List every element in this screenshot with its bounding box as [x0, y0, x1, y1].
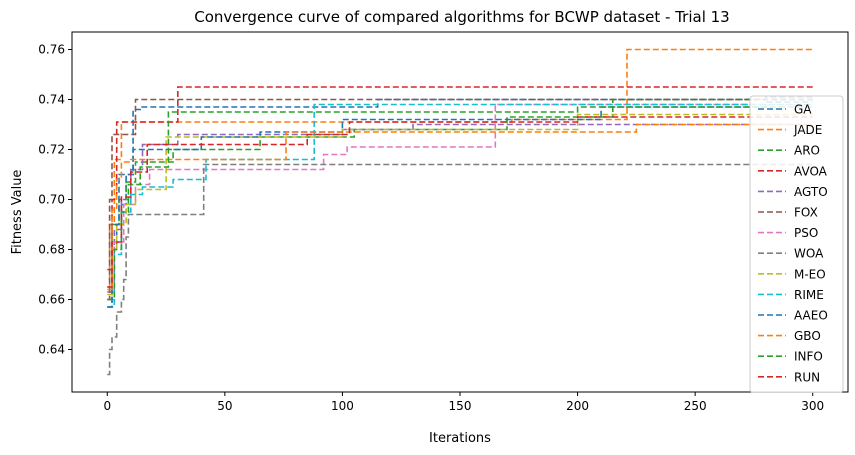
x-tick-label: 50: [217, 399, 232, 413]
legend-label: RIME: [794, 288, 824, 302]
legend-label: FOX: [794, 206, 818, 220]
series-line-run: [107, 116, 813, 288]
chart-title: Convergence curve of compared algorithms…: [194, 8, 729, 26]
series-line-woa: [107, 163, 813, 376]
y-tick-label: 0.68: [38, 243, 65, 257]
x-axis-label: Iterations: [429, 431, 491, 446]
y-tick-label: 0.70: [38, 193, 65, 207]
legend-label: ARO: [794, 144, 820, 158]
series-line-agto: [107, 123, 813, 293]
legend-label: WOA: [794, 247, 824, 261]
legend-label: GBO: [794, 329, 821, 343]
x-tick-label: 300: [801, 399, 824, 413]
legend-label: AVOA: [794, 164, 828, 178]
y-tick-label: 0.74: [38, 93, 65, 107]
y-tick-label: 0.72: [38, 143, 65, 157]
plot-frame: [71, 31, 849, 393]
y-tick-label: 0.76: [38, 43, 65, 57]
legend-label: INFO: [794, 350, 823, 364]
x-axis: 0 50 100 150 200 250 300: [103, 392, 824, 413]
x-tick-label: 200: [566, 399, 589, 413]
series-line-gbo: [107, 123, 813, 291]
y-axis-label: Fitness Value: [10, 170, 25, 255]
legend-label: GA: [794, 103, 812, 117]
series-line-ga: [107, 96, 813, 308]
legend-label: RUN: [794, 370, 820, 384]
legend-label: PSO: [794, 226, 818, 240]
series-line-aaeo: [107, 101, 813, 308]
legend-label: JADE: [793, 123, 822, 137]
y-tick-label: 0.64: [38, 343, 65, 357]
x-tick-label: 100: [331, 399, 354, 413]
series-line-m-eo: [107, 113, 813, 296]
legend: GA JADE ARO AVOA AGTO FOX PSO WOA M-EO RIME AAEO GB…: [749, 95, 844, 393]
legend-label: M-EO: [794, 267, 826, 281]
plot-lines: [107, 48, 813, 376]
legend-box: [749, 95, 844, 393]
legend-label: AGTO: [794, 185, 828, 199]
series-line-fox: [107, 98, 813, 301]
series-line-jade: [107, 48, 813, 288]
series-line-info: [107, 106, 813, 301]
x-tick-label: 0: [103, 399, 111, 413]
y-axis: 0.64 0.66 0.68 0.70 0.72 0.74 0.76: [38, 43, 72, 357]
x-tick-label: 250: [684, 399, 707, 413]
legend-label: AAEO: [794, 309, 828, 323]
x-tick-label: 150: [449, 399, 472, 413]
series-line-pso: [107, 103, 813, 301]
y-tick-label: 0.66: [38, 293, 65, 307]
